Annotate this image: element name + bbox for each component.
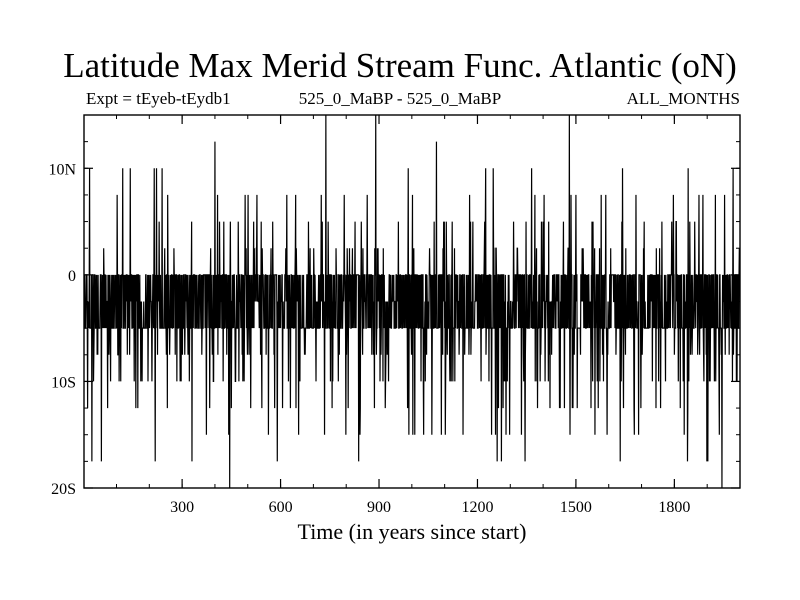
period-label: 525_0_MaBP - 525_0_MaBP <box>298 89 502 108</box>
y-tick-label: 10S <box>51 374 76 391</box>
x-axis-label: Time (in years since start) <box>297 519 527 544</box>
y-tick-label: 10N <box>48 161 76 178</box>
x-tick-label: 1800 <box>658 499 690 516</box>
series-line <box>84 115 740 488</box>
x-tick-label: 1200 <box>461 499 493 516</box>
x-tick-label: 300 <box>170 499 194 516</box>
y-tick-label: 20S <box>51 481 76 498</box>
x-tick-label: 1500 <box>560 499 592 516</box>
chart-title: Latitude Max Merid Stream Func. Atlantic… <box>63 46 737 85</box>
experiment-label: Expt = tEyeb-tEydb1 <box>86 89 231 108</box>
x-tick-label: 600 <box>269 499 293 516</box>
y-tick-label: 0 <box>68 268 76 285</box>
x-tick-label: 900 <box>367 499 391 516</box>
months-label: ALL_MONTHS <box>626 89 740 108</box>
